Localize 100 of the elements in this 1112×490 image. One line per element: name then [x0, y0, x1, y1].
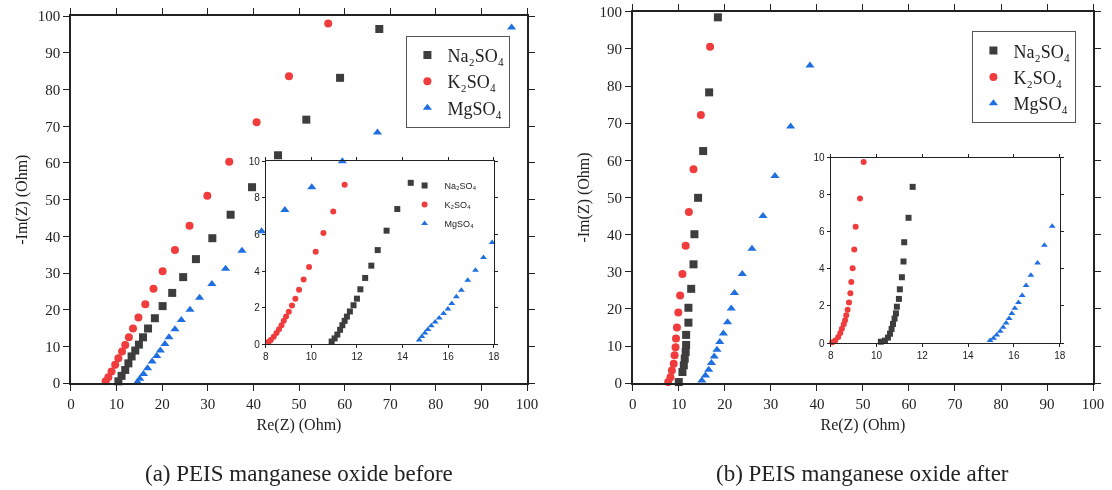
point — [747, 244, 757, 251]
y-tick-label: 40 — [45, 228, 61, 245]
point — [147, 357, 157, 364]
x-tick-label: 18 — [488, 351, 500, 363]
point — [307, 183, 317, 190]
point — [674, 308, 683, 317]
point — [225, 157, 234, 166]
point — [357, 286, 364, 293]
point — [280, 205, 290, 212]
point — [362, 274, 369, 281]
x-tick-label: 60 — [901, 395, 917, 412]
point — [124, 359, 133, 368]
point — [843, 312, 850, 319]
point — [678, 368, 687, 377]
x-tick-label: 12 — [351, 351, 363, 363]
point — [252, 118, 261, 127]
y-tick-label: 4 — [254, 265, 261, 277]
point — [306, 263, 313, 270]
point — [374, 247, 381, 254]
point — [472, 267, 479, 272]
point — [337, 326, 344, 333]
point — [274, 151, 283, 160]
y-tick-label: 4 — [819, 263, 826, 275]
point — [681, 241, 690, 250]
point — [111, 360, 120, 369]
x-axis-title: Re(Z) (Ohm) — [820, 416, 906, 435]
y-tick-label: 20 — [45, 302, 61, 319]
point — [690, 230, 699, 239]
x-tick-label: 14 — [396, 351, 409, 363]
point — [203, 191, 212, 200]
point — [847, 290, 854, 297]
point — [900, 258, 907, 265]
x-tick-label: 50 — [291, 395, 307, 412]
point — [851, 246, 858, 253]
y-tick-label: 0 — [614, 375, 622, 392]
point — [713, 13, 722, 22]
text: (b) PEIS manganese oxide after — [716, 461, 1009, 486]
point — [288, 302, 295, 309]
text: (a) PEIS manganese oxide before — [145, 461, 453, 486]
point — [687, 284, 696, 293]
y-tick-label: 40 — [606, 226, 622, 243]
x-tick-label: 14 — [962, 350, 975, 361]
point — [694, 193, 703, 202]
y-tick-label: 50 — [606, 189, 622, 206]
point — [672, 334, 680, 343]
y-tick-label: 2 — [254, 302, 261, 314]
point — [368, 262, 375, 269]
point — [375, 25, 384, 34]
point — [248, 183, 257, 192]
point — [152, 352, 162, 359]
point — [336, 73, 345, 82]
point — [346, 308, 353, 315]
point — [208, 234, 217, 243]
y-tick-label: 100 — [599, 4, 622, 21]
y-tick-label: 8 — [819, 189, 826, 201]
point — [1015, 299, 1022, 305]
point — [296, 286, 303, 293]
point — [671, 343, 680, 352]
point — [860, 159, 867, 166]
point — [144, 324, 153, 333]
x-tick-label: 70 — [382, 395, 398, 412]
point — [737, 269, 747, 276]
point — [191, 255, 200, 264]
y-tick-label: 10 — [248, 155, 261, 167]
point — [856, 195, 863, 202]
point — [684, 303, 693, 312]
point — [320, 230, 327, 237]
point — [704, 365, 714, 372]
point — [892, 310, 899, 317]
point — [684, 207, 693, 216]
point — [898, 274, 905, 281]
legend-label: MgSO₄ — [444, 219, 475, 230]
point — [895, 295, 902, 302]
y-tick-label: 50 — [45, 191, 61, 208]
y-axis-title: -Im(Z) (Ohm) — [574, 152, 593, 243]
x-tick-label: 70 — [947, 395, 963, 412]
y-tick-label: 2 — [819, 300, 826, 312]
x-tick-label: 80 — [428, 395, 444, 412]
x-tick-label: 18 — [1054, 350, 1066, 361]
point — [689, 260, 698, 269]
point — [149, 284, 158, 293]
point — [672, 323, 681, 332]
point — [285, 308, 292, 315]
point — [207, 280, 217, 287]
point — [670, 351, 679, 360]
x-tick-label: 90 — [473, 395, 489, 412]
point — [128, 324, 137, 333]
point — [394, 206, 401, 213]
y-tick-label: 80 — [606, 78, 622, 95]
point — [844, 306, 851, 313]
point — [770, 171, 780, 178]
point — [715, 337, 725, 344]
point — [1022, 282, 1030, 288]
y-tick-label: 100 — [37, 8, 61, 25]
point — [901, 239, 908, 246]
point — [786, 122, 796, 129]
y-tick-label: 0 — [52, 375, 61, 392]
x-tick-label: 80 — [993, 395, 1009, 412]
y-tick-label: 10 — [813, 152, 826, 164]
point — [699, 147, 708, 156]
